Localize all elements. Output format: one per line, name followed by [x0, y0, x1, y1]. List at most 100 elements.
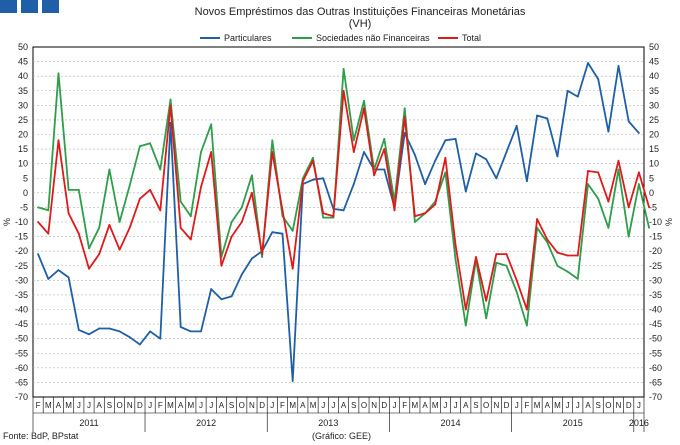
data-point	[291, 380, 294, 382]
data-point	[220, 264, 223, 267]
data-point	[240, 221, 243, 223]
data-point	[352, 183, 355, 185]
x-month-label: F	[280, 401, 285, 410]
y-tick-label-right: -35	[649, 290, 662, 300]
data-point	[108, 224, 111, 226]
data-point	[607, 200, 610, 203]
x-month-label: F	[36, 401, 41, 410]
data-point	[566, 89, 569, 92]
data-point	[383, 168, 386, 171]
data-point	[312, 178, 314, 181]
data-point	[648, 226, 650, 229]
data-point	[200, 186, 202, 188]
data-point	[159, 209, 162, 212]
y-tick-label-right: -10	[649, 217, 662, 227]
data-point	[37, 253, 39, 255]
series-line	[37, 89, 650, 311]
data-point	[648, 206, 650, 209]
data-point	[200, 330, 202, 333]
x-month-label: D	[259, 401, 265, 410]
y-tick-label-right: -15	[649, 232, 662, 242]
y-tick-label-left: 20	[18, 130, 28, 140]
data-point	[169, 98, 172, 101]
data-point	[200, 151, 202, 153]
data-point	[128, 336, 131, 339]
data-point	[189, 330, 192, 333]
y-tick-label-left: -20	[15, 246, 28, 256]
x-month-label: S	[473, 401, 478, 410]
data-point	[373, 174, 376, 177]
data-point	[251, 257, 253, 260]
data-point	[67, 276, 70, 279]
data-point	[515, 124, 518, 127]
x-month-label: J	[331, 401, 335, 410]
y-tick-label-right: 20	[649, 130, 659, 140]
data-point	[118, 221, 121, 223]
data-point	[251, 174, 253, 177]
data-point	[627, 120, 630, 123]
data-point	[47, 277, 50, 280]
data-point	[189, 215, 192, 218]
x-month-label: D	[626, 401, 632, 410]
y-tick-label-left: 25	[18, 115, 28, 125]
x-month-label: J	[515, 401, 519, 410]
y-tick-label-left: -60	[15, 363, 28, 373]
data-point	[169, 104, 172, 107]
data-point	[556, 264, 559, 267]
data-point	[638, 171, 640, 174]
x-month-label: N	[127, 401, 133, 410]
data-point	[597, 197, 600, 200]
data-point	[505, 151, 508, 153]
x-year-label: 2015	[563, 418, 583, 428]
data-point	[454, 244, 457, 247]
data-point	[342, 209, 345, 212]
data-point	[261, 253, 264, 255]
x-month-label: M	[534, 401, 541, 410]
data-point	[342, 89, 345, 92]
data-point	[159, 168, 162, 171]
data-point	[77, 232, 80, 235]
data-point	[47, 209, 50, 212]
data-point	[88, 267, 90, 270]
data-point	[403, 116, 406, 118]
data-point	[597, 78, 600, 80]
data-point	[515, 291, 518, 293]
y-tick-label-left: 50	[18, 42, 28, 52]
y-tick-label-left: -10	[15, 217, 28, 227]
data-point	[587, 170, 589, 172]
x-month-label: A	[341, 401, 347, 410]
x-month-label: S	[229, 401, 234, 410]
y-tick-label-right: -20	[649, 246, 662, 256]
y-tick-label-right: 30	[649, 100, 659, 110]
x-month-label: F	[524, 401, 529, 410]
data-point	[393, 209, 396, 212]
data-point	[556, 155, 559, 158]
data-point	[179, 226, 182, 229]
data-point	[322, 216, 325, 219]
x-month-label: J	[148, 401, 152, 410]
data-point	[240, 206, 243, 209]
data-point	[363, 107, 365, 110]
y-tick-label-left: -40	[15, 305, 28, 315]
series-0	[37, 62, 640, 382]
data-point	[332, 215, 335, 218]
legend: Particulares Sociedades não Financeiras To…	[200, 33, 481, 43]
y-tick-label-right: 40	[649, 71, 659, 81]
data-point	[587, 62, 589, 64]
data-point	[403, 132, 406, 134]
data-point	[576, 254, 579, 257]
data-point	[230, 221, 233, 223]
data-point	[464, 324, 467, 327]
data-point	[352, 139, 355, 142]
data-point	[363, 151, 365, 153]
x-month-label: A	[178, 401, 184, 410]
data-point	[271, 151, 274, 153]
data-point	[342, 67, 345, 70]
x-month-label: J	[566, 401, 570, 410]
data-point	[536, 218, 538, 220]
y-tick-label-left: 40	[18, 71, 28, 81]
logo-square-1	[0, 0, 17, 13]
data-point	[617, 168, 620, 171]
data-point	[57, 72, 60, 75]
data-point	[444, 139, 447, 142]
